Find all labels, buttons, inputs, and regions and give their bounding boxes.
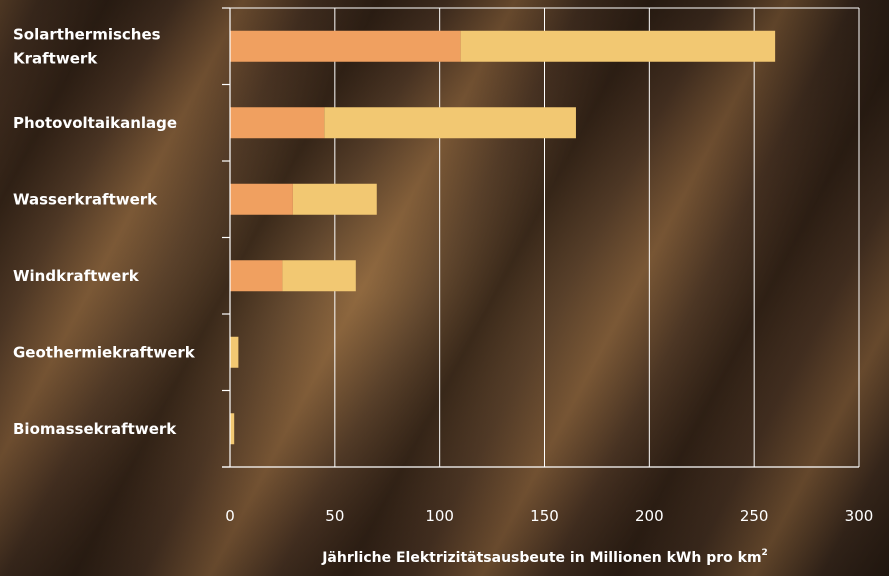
category-label: Solarthermisches Kraftwerk	[13, 25, 161, 67]
bar-segment	[292, 183, 377, 215]
category-label: Wasserkraftwerk	[13, 190, 158, 208]
bar-segment	[282, 260, 356, 292]
category-label: Windkraftwerk	[13, 267, 140, 285]
x-axis-title: Jährliche Elektrizitätsausbeute in Milli…	[321, 548, 768, 566]
bar-segment	[460, 30, 776, 62]
bar-segment	[230, 107, 325, 139]
bar-segment	[230, 413, 235, 445]
bar-segment	[324, 107, 576, 139]
grid-lines	[334, 8, 860, 467]
x-tick-label: 0	[225, 507, 235, 525]
x-tick-label: 150	[530, 507, 559, 525]
bars	[230, 30, 776, 445]
category-labels: Solarthermisches Kraftwerk Photovoltaikanl…	[13, 25, 196, 438]
x-tick-label: 200	[635, 507, 664, 525]
axes	[222, 7, 859, 468]
category-label: Photovoltaikanlage	[13, 114, 177, 132]
x-tick-label: 100	[425, 507, 454, 525]
category-label: Geothermiekraftwerk	[13, 343, 196, 361]
x-tick-label: 250	[740, 507, 769, 525]
bar-segment	[230, 183, 293, 215]
bar-segment	[230, 260, 283, 292]
bar-segment	[230, 30, 461, 62]
bar-segment	[230, 336, 239, 368]
x-tick-label: 300	[845, 507, 874, 525]
x-tick-label: 50	[325, 507, 344, 525]
x-axis-title-text: Jährliche Elektrizitätsausbeute in Milli…	[321, 550, 761, 566]
category-label: Biomassekraftwerk	[13, 420, 177, 438]
tick-labels: 0 50 100 150 200 250 300	[225, 507, 873, 525]
x-axis-title-superscript: 2	[762, 548, 768, 558]
